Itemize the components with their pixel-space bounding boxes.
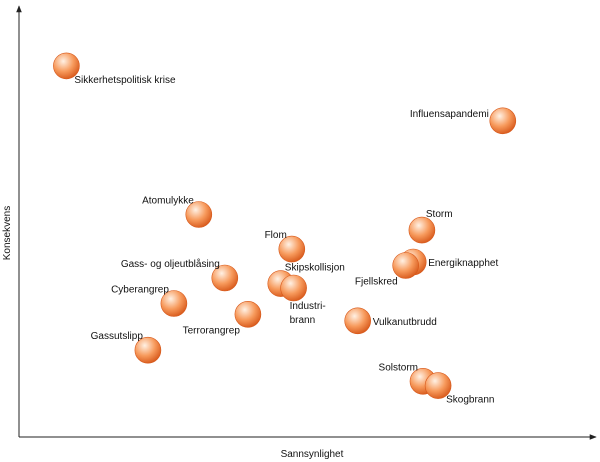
bubble-sikkerhetspolitisk-krise (53, 52, 80, 80)
bubble-gass-og-oljeutblasing (211, 264, 239, 292)
label-sikkerhetspolitisk-krise: Sikkerhetspolitisk krise (74, 75, 176, 86)
label-influensapandemi: Influensapandemi (410, 109, 489, 120)
bubble-layer (53, 52, 517, 399)
label-atomulykke: Atomulykke (142, 196, 194, 207)
bubble-gassutslipp (134, 336, 162, 364)
label-terrorangrep: Terrorangrep (183, 325, 241, 336)
y-axis-title: Konsekvens (2, 206, 13, 260)
label-skipskollisjon: Skipskollisjon (285, 263, 345, 274)
bubble-flom (278, 235, 306, 263)
bubble-skogbrann (424, 372, 452, 399)
label-layer: Sikkerhetspolitisk krise Influensapandemi… (74, 75, 498, 406)
bubble-cyberangrep (160, 290, 188, 317)
bubble-vulkanutbrudd (344, 307, 372, 335)
label-industri-brann: Industri-brann (290, 301, 326, 326)
bubble-industri-brann (280, 274, 307, 302)
x-axis-title: Sannsynlighet (281, 449, 344, 460)
label-flom: Flom (265, 230, 287, 241)
bubble-fjellskred (392, 252, 420, 279)
label-energiknapphet: Energiknapphet (428, 258, 498, 269)
bubble-influensapandemi (489, 107, 517, 135)
label-gass-og-oljeutblasing: Gass- og oljeutblåsing (121, 258, 220, 270)
label-skogbrann: Skogbrann (446, 395, 494, 406)
label-cyberangrep: Cyberangrep (111, 285, 169, 296)
label-storm: Storm (426, 209, 453, 220)
label-solstorm: Solstorm (379, 362, 418, 373)
label-vulkanutbrudd: Vulkanutbrudd (373, 317, 437, 328)
bubble-storm (408, 216, 436, 244)
bubble-terrorangrep (234, 300, 262, 328)
label-gassutslipp: Gassutslipp (91, 331, 144, 342)
bubble-atomulykke (185, 201, 213, 228)
label-fjellskred: Fjellskred (355, 277, 398, 288)
